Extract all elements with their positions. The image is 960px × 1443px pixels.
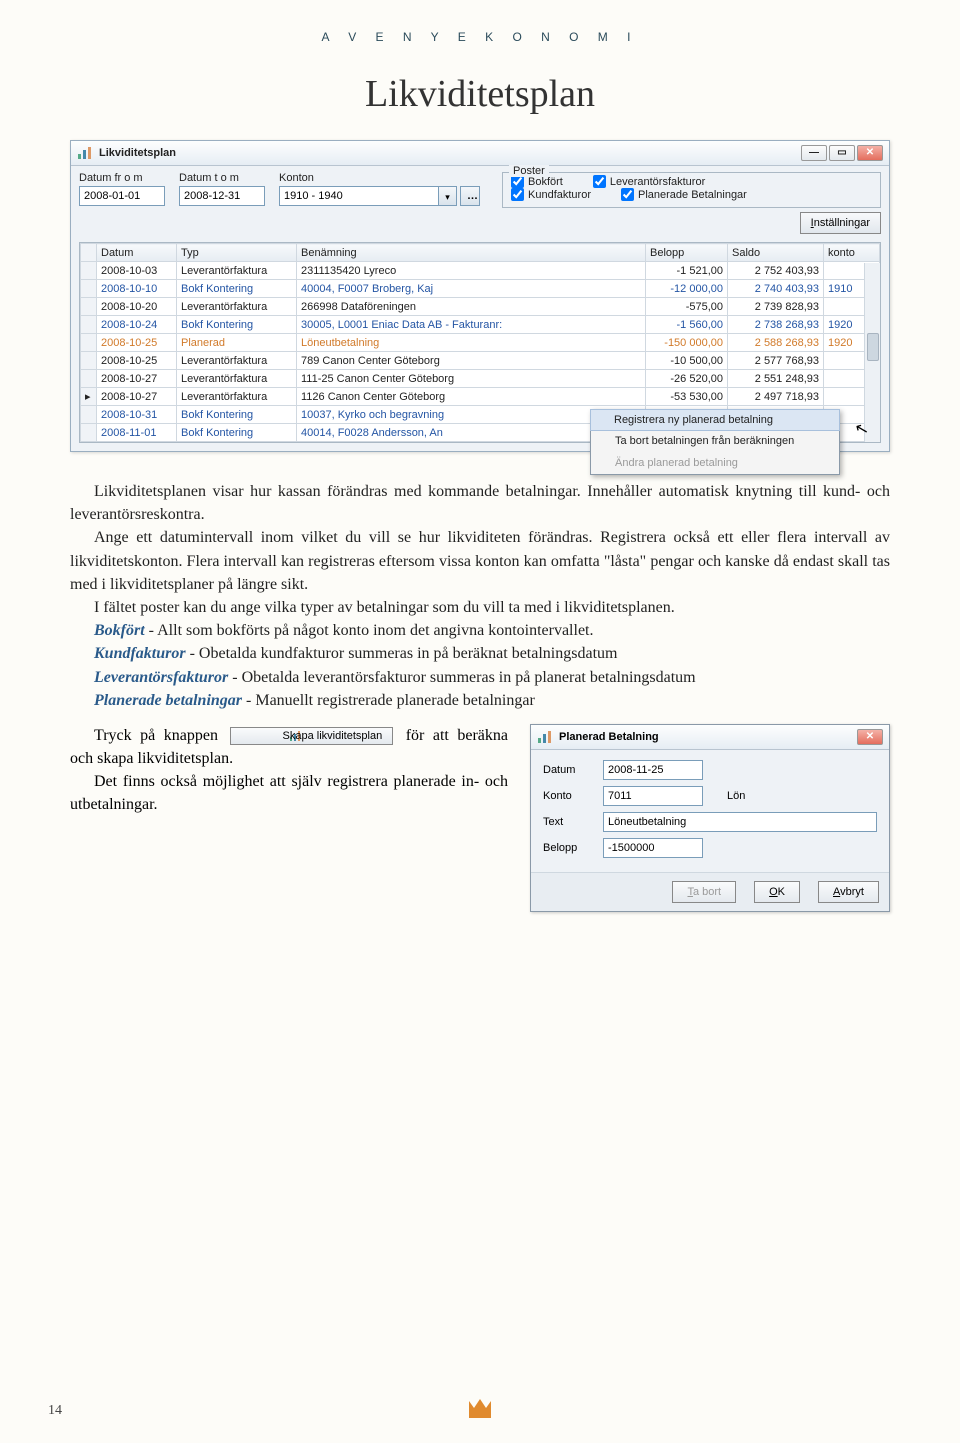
scroll-thumb[interactable] <box>867 333 879 361</box>
menu-registrera[interactable]: Registrera ny planerad betalning <box>590 409 840 431</box>
grid-header[interactable]: konto <box>824 244 880 262</box>
page-title: Likviditetsplan <box>70 72 890 116</box>
window-title: Likviditetsplan <box>99 147 176 159</box>
dlg-ok-button[interactable]: OK <box>754 881 800 903</box>
konton-input[interactable] <box>279 186 439 206</box>
dlg-konto-desc: Lön <box>727 790 745 802</box>
def-plan: Planerade betalningar - Manuellt registr… <box>70 689 890 712</box>
kundfakturor-checkbox[interactable]: Kundfakturor <box>511 188 591 201</box>
term-bokfort: Bokfört <box>94 622 145 639</box>
body-text: Likviditetsplanen visar hur kassan förän… <box>70 480 890 712</box>
poster-group: Poster Bokfört Leverantörsfakturor Kundf… <box>502 172 881 208</box>
term-plan-txt: - Manuellt registrerade planerade betaln… <box>242 692 535 709</box>
table-row[interactable]: 2008-10-27Leverantörfaktura111-25 Canon … <box>81 370 880 388</box>
dialog-title: Planerad Betalning <box>559 731 659 743</box>
scrollbar[interactable] <box>864 263 880 442</box>
chart-icon <box>265 730 279 742</box>
dlg-konto-label: Konto <box>543 790 593 802</box>
maximize-button[interactable]: ▭ <box>829 145 855 161</box>
table-row[interactable]: ▸2008-10-27Leverantörfaktura1126 Canon C… <box>81 388 880 406</box>
bokfort-label: Bokfört <box>528 176 563 188</box>
installningar-button[interactable]: IInställningarnställningar <box>800 212 881 234</box>
planerade-label: Planerade Betalningar <box>638 189 747 201</box>
table-row[interactable]: 2008-10-25Leverantörfaktura789 Canon Cen… <box>81 352 880 370</box>
window-titlebar: Likviditetsplan — ▭ ✕ <box>71 141 889 166</box>
logo-icon <box>467 1398 493 1425</box>
kundfakturor-label: Kundfakturor <box>528 189 591 201</box>
dlg-avbryt-button[interactable]: Avbryt <box>818 881 879 903</box>
table-row[interactable]: 2008-10-24Bokf Kontering30005, L0001 Eni… <box>81 316 880 334</box>
datum-from-input[interactable] <box>79 186 165 206</box>
lower-pre: Tryck på knappen <box>94 727 226 744</box>
lower-para-2: Det finns också möjlighet att själv regi… <box>70 770 508 816</box>
term-kund-txt: - Obetalda kundfakturor summeras in på b… <box>186 645 618 662</box>
table-row[interactable]: 2008-10-03Leverantörfaktura2311135420 Ly… <box>81 262 880 280</box>
dlg-datum-input[interactable] <box>603 760 703 780</box>
leverantorsfakturor-label: Leverantörsfakturor <box>610 176 705 188</box>
dlg-text-label: Text <box>543 816 593 828</box>
likviditetsplan-window: Likviditetsplan — ▭ ✕ Datum fr o m Datum… <box>70 140 890 452</box>
dialog-titlebar: Planerad Betalning ✕ <box>531 725 889 750</box>
konton-dropdown-button[interactable]: ▾ <box>439 186 457 206</box>
datum-to-label: Datum t o m <box>179 172 265 184</box>
datum-to-input[interactable] <box>179 186 265 206</box>
dlg-text-input[interactable] <box>603 812 877 832</box>
header-strip: A V E N Y E K O N O M I <box>70 30 890 44</box>
planerad-betalning-dialog: Planerad Betalning ✕ Datum Konto Lön Tex… <box>530 724 890 912</box>
table-row[interactable]: 2008-10-20Leverantörfaktura266998 Datafö… <box>81 298 880 316</box>
context-menu: Registrera ny planerad betalning Ta bort… <box>590 409 840 475</box>
grid-header[interactable]: Saldo <box>728 244 824 262</box>
poster-legend: Poster <box>509 165 549 177</box>
def-lev: Leverantörsfakturor - Obetalda leverantö… <box>70 666 890 689</box>
chart-icon <box>537 730 553 744</box>
dlg-konto-input[interactable] <box>603 786 703 806</box>
skapa-button-label: Skapa likviditetsplan <box>283 730 383 742</box>
term-plan: Planerade betalningar <box>94 692 242 709</box>
grid: DatumTypBenämningBeloppSaldokonto 2008-1… <box>79 242 881 443</box>
dlg-belopp-label: Belopp <box>543 842 593 854</box>
dlg-belopp-input[interactable] <box>603 838 703 858</box>
table-row[interactable]: 2008-10-10Bokf Kontering40004, F0007 Bro… <box>81 280 880 298</box>
grid-header[interactable]: Typ <box>177 244 297 262</box>
dialog-close-button[interactable]: ✕ <box>857 729 883 745</box>
lower-text: Tryck på knappen Skapa likviditetsplan f… <box>70 724 508 817</box>
dlg-datum-label: Datum <box>543 764 593 776</box>
datum-from-label: Datum fr o m <box>79 172 165 184</box>
term-lev-txt: - Obetalda leverantörsfakturor summeras … <box>228 669 695 686</box>
table-row[interactable]: 2008-10-25PlaneradLöneutbetalning-150 00… <box>81 334 880 352</box>
grid-header[interactable]: Benämning <box>297 244 646 262</box>
menu-tabort[interactable]: Ta bort betalningen från beräkningen <box>591 430 839 452</box>
menu-andra: Ändra planerad betalning <box>591 452 839 474</box>
chart-icon <box>77 146 93 160</box>
grid-header[interactable]: Belopp <box>646 244 728 262</box>
planerade-checkbox[interactable]: Planerade Betalningar <box>621 188 747 201</box>
skapa-likviditetsplan-button[interactable]: Skapa likviditetsplan <box>230 727 393 745</box>
leverantorsfakturor-checkbox[interactable]: Leverantörsfakturor <box>593 175 705 188</box>
para-3: I fältet poster kan du ange vilka typer … <box>70 596 890 619</box>
konton-label: Konton <box>279 172 480 184</box>
def-bokfort: Bokfört - Allt som bokförts på något kon… <box>70 619 890 642</box>
konton-browse-button[interactable]: … <box>460 186 480 206</box>
page-number: 14 <box>48 1403 62 1419</box>
close-button[interactable]: ✕ <box>857 145 883 161</box>
term-lev: Leverantörsfakturor <box>94 669 228 686</box>
term-kund: Kundfakturor <box>94 645 186 662</box>
term-bokfort-txt: - Allt som bokförts på något konto inom … <box>145 622 594 639</box>
para-2: Ange ett datumintervall inom vilket du v… <box>70 526 890 596</box>
def-kund: Kundfakturor - Obetalda kundfakturor sum… <box>70 642 890 665</box>
minimize-button[interactable]: — <box>801 145 827 161</box>
para-1: Likviditetsplanen visar hur kassan förän… <box>70 480 890 526</box>
dlg-tabort-button: Ta bort <box>672 881 736 903</box>
grid-header[interactable]: Datum <box>97 244 177 262</box>
